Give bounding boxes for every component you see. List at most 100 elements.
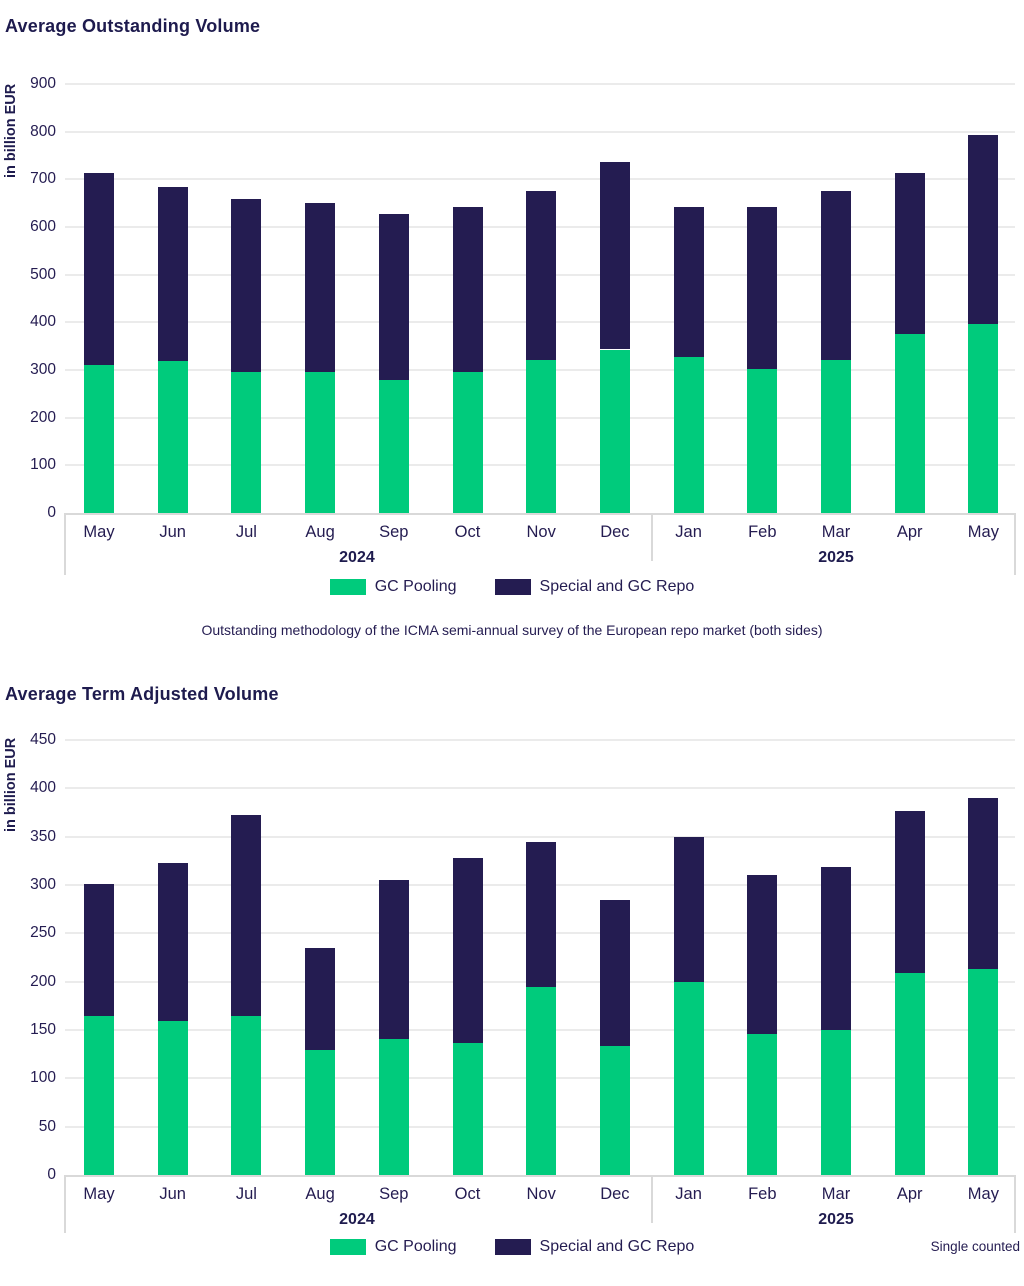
bar-segment-special-and-gc-repo-Dec-7 bbox=[599, 161, 630, 350]
bar-segment-gc-pooling-Jun-1 bbox=[157, 1021, 188, 1175]
x-tick-label-apr-11: Apr bbox=[896, 523, 923, 541]
bar-segment-special-and-gc-repo-Sep-4 bbox=[378, 214, 409, 380]
band-right-border bbox=[1014, 1175, 1016, 1233]
bar-segment-special-and-gc-repo-Sep-4 bbox=[378, 880, 409, 1039]
plot-area: 0 100 200 300 400 500 600 700 800 900 May Jun Jul Aug… bbox=[30, 75, 1016, 575]
gridline bbox=[65, 83, 1015, 85]
legend: GC Pooling Special and GC Repo bbox=[0, 577, 1024, 597]
y-tick-label: 0 bbox=[47, 504, 56, 521]
y-tick-label: 300 bbox=[30, 876, 56, 893]
bar-segment-gc-pooling-Sep-4 bbox=[378, 379, 409, 513]
x-tick-label-feb-9: Feb bbox=[748, 1185, 777, 1203]
bar-segment-special-and-gc-repo-Feb-9 bbox=[747, 875, 778, 1034]
bar-segment-special-and-gc-repo-May-12 bbox=[968, 135, 999, 324]
bar-segment-gc-pooling-May-0 bbox=[84, 365, 114, 513]
bar-segment-special-and-gc-repo-Nov-6 bbox=[526, 191, 557, 361]
bar-segment-gc-pooling-Jul-2 bbox=[231, 371, 262, 513]
bar-segment-special-and-gc-repo-Dec-7 bbox=[599, 900, 630, 1047]
x-tick-label-apr-11: Apr bbox=[896, 1185, 923, 1203]
x-tick-label-mar-10: Mar bbox=[821, 1185, 851, 1203]
year-separator bbox=[650, 1175, 653, 1223]
x-tick-label-oct-5: Oct bbox=[454, 523, 481, 541]
legend-swatch-gc-pooling bbox=[329, 1239, 366, 1255]
gridline bbox=[65, 130, 1015, 133]
x-tick-label-aug-3: Aug bbox=[305, 523, 335, 541]
x-tick-label-jan-8: Jan bbox=[675, 1185, 702, 1203]
bar-segment-gc-pooling-Jan-8 bbox=[673, 981, 704, 1175]
chart-footnote: Outstanding methodology of the ICMA semi… bbox=[201, 622, 823, 638]
y-tick-label: 150 bbox=[30, 1021, 56, 1038]
y-tick-label: 900 bbox=[30, 75, 56, 92]
year-label-2025: 2025 bbox=[818, 549, 854, 566]
bar-segment-gc-pooling-Apr-11 bbox=[894, 334, 925, 513]
band-left-border bbox=[64, 513, 66, 575]
x-tick-label-jul-2: Jul bbox=[235, 1185, 257, 1203]
y-tick-label: 500 bbox=[30, 265, 56, 283]
bar-segment-special-and-gc-repo-Nov-6 bbox=[526, 841, 557, 987]
y-tick-label: 400 bbox=[30, 313, 56, 331]
x-tick-label-jun-1: Jun bbox=[159, 1185, 186, 1203]
bar-segment-special-and-gc-repo-Jul-2 bbox=[231, 815, 262, 1017]
x-tick-label-dec-7: Dec bbox=[600, 523, 630, 541]
gridline bbox=[65, 787, 1015, 790]
bar-segment-gc-pooling-Sep-4 bbox=[378, 1038, 409, 1175]
bar-segment-special-and-gc-repo-Feb-9 bbox=[747, 206, 778, 369]
bar-segment-gc-pooling-Aug-3 bbox=[305, 371, 336, 513]
legend-label-gc-pooling: GC Pooling bbox=[374, 1238, 457, 1255]
y-tick-label: 50 bbox=[38, 1117, 56, 1135]
bar-segment-special-and-gc-repo-Oct-5 bbox=[452, 206, 483, 373]
legend-swatch-special-and-gc-repo bbox=[494, 579, 531, 595]
x-axis-line bbox=[64, 513, 1016, 515]
bar-segment-special-and-gc-repo-Apr-11 bbox=[894, 810, 925, 973]
y-tick-label: 250 bbox=[30, 924, 56, 942]
bar-segment-gc-pooling-Aug-3 bbox=[305, 1050, 336, 1175]
y-tick-label: 200 bbox=[30, 972, 56, 990]
y-tick-label: 700 bbox=[30, 170, 56, 188]
bar-segment-gc-pooling-May-12 bbox=[968, 323, 999, 513]
bar-segment-special-and-gc-repo-Oct-5 bbox=[452, 857, 483, 1043]
year-separator bbox=[650, 513, 653, 561]
bar-segment-gc-pooling-Dec-7 bbox=[599, 349, 630, 513]
single-counted-note: Single counted bbox=[930, 1239, 1020, 1254]
bar-segment-gc-pooling-Mar-10 bbox=[821, 1030, 851, 1175]
bar-segment-gc-pooling-Jun-1 bbox=[157, 361, 188, 513]
bar-segment-gc-pooling-Nov-6 bbox=[526, 360, 557, 513]
y-tick-label: 350 bbox=[30, 827, 56, 845]
y-tick-label: 0 bbox=[47, 1166, 56, 1183]
x-tick-label-may-0: May bbox=[83, 523, 115, 541]
bar-segment-gc-pooling-Feb-9 bbox=[747, 1033, 778, 1175]
x-tick-label-oct-5: Oct bbox=[454, 1185, 481, 1203]
year-label-2024: 2024 bbox=[339, 1211, 375, 1228]
x-tick-label-dec-7: Dec bbox=[600, 1185, 630, 1203]
bar-segment-special-and-gc-repo-Jan-8 bbox=[673, 836, 704, 982]
x-tick-label-jun-1: Jun bbox=[159, 523, 186, 541]
legend-label-gc-pooling: GC Pooling bbox=[374, 578, 457, 595]
bar-segment-gc-pooling-Oct-5 bbox=[452, 1042, 483, 1175]
year-label-2025: 2025 bbox=[818, 1211, 854, 1228]
bar-segment-gc-pooling-Nov-6 bbox=[526, 986, 557, 1175]
bar-segment-gc-pooling-Jan-8 bbox=[673, 357, 704, 513]
bar-segment-special-and-gc-repo-Mar-10 bbox=[821, 866, 851, 1030]
bar-segment-gc-pooling-May-0 bbox=[84, 1016, 114, 1175]
x-tick-label-may-12: May bbox=[967, 1185, 999, 1203]
bar-segment-gc-pooling-Feb-9 bbox=[747, 368, 778, 513]
x-tick-label-aug-3: Aug bbox=[305, 1185, 335, 1203]
bar-segment-special-and-gc-repo-Apr-11 bbox=[894, 173, 925, 335]
x-axis-line bbox=[64, 1175, 1016, 1177]
gridline bbox=[65, 835, 1015, 838]
chart-title: Average Term Adjusted Volume bbox=[5, 684, 279, 704]
bar-segment-gc-pooling-Jul-2 bbox=[231, 1016, 262, 1175]
bar-segment-special-and-gc-repo-Mar-10 bbox=[821, 191, 851, 361]
x-tick-label-feb-9: Feb bbox=[748, 523, 777, 541]
bar-segment-gc-pooling-Apr-11 bbox=[894, 972, 925, 1175]
chart-title: Average Outstanding Volume bbox=[5, 16, 261, 36]
y-tick-label: 200 bbox=[30, 408, 56, 426]
x-tick-label-nov-6: Nov bbox=[526, 523, 556, 541]
bar-segment-special-and-gc-repo-Jan-8 bbox=[673, 206, 704, 358]
band-right-border bbox=[1014, 513, 1016, 575]
y-tick-label: 400 bbox=[30, 779, 56, 797]
y-tick-label: 450 bbox=[30, 731, 56, 748]
x-tick-label-sep-4: Sep bbox=[379, 1185, 409, 1203]
